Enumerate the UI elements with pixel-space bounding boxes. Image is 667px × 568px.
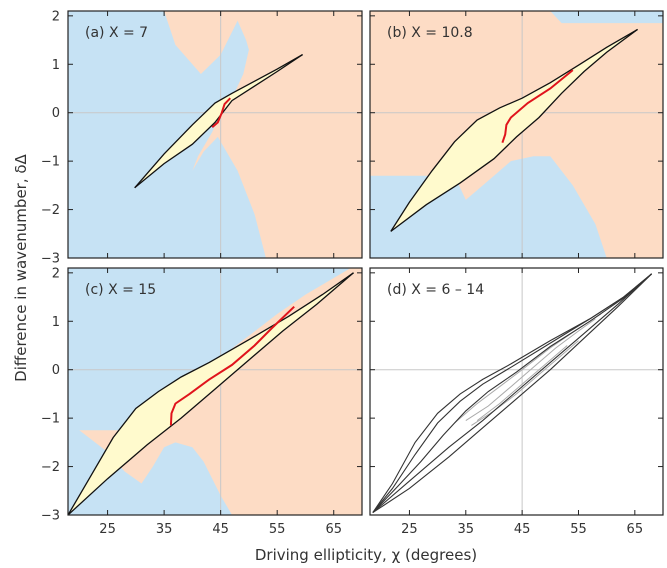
- x-tick-label: 45: [212, 522, 229, 537]
- x-tick-label: 25: [99, 522, 116, 537]
- red-curve: [211, 97, 232, 128]
- x-tick-label: 35: [156, 522, 173, 537]
- panel-plot-area: [68, 11, 362, 258]
- panel-frame: [67, 267, 363, 516]
- dark-curve: [372, 273, 653, 513]
- red-curve: [501, 69, 574, 144]
- panels: −3 −2 −1 0 1 2 (a) X = 7 (b) X = 10.8 25 35 45 55 65…: [41, 9, 664, 537]
- y-tick-label: −1: [41, 412, 60, 427]
- panel-plot-area: [370, 268, 663, 515]
- x-tick-label: 55: [269, 522, 286, 537]
- y-tick-label: 0: [52, 106, 60, 121]
- lower-boundary-curve: [390, 28, 638, 232]
- panel-label: (a) X = 7: [85, 25, 148, 41]
- x-tick-label: 45: [514, 522, 531, 537]
- panel-a: −3 −2 −1 0 1 2 (a) X = 7: [41, 9, 363, 267]
- lower-boundary-curve: [134, 54, 303, 189]
- dark-curve: [372, 273, 653, 513]
- panel-c: 25 35 45 55 65 −3 −2 −1 0 1 2 (c) X = 15: [41, 266, 363, 537]
- lower-boundary-curve: [68, 272, 354, 515]
- y-tick-label: −3: [41, 252, 60, 267]
- x-tick-label: 65: [325, 522, 342, 537]
- y-tick-label: 1: [52, 58, 60, 73]
- light-curve: [465, 318, 596, 422]
- dark-curve: [372, 273, 653, 514]
- panel-label: (d) X = 6 – 14: [387, 282, 484, 298]
- y-tick-label: −3: [41, 509, 60, 524]
- panel-frame: [67, 10, 363, 259]
- y-tick-label: 2: [52, 266, 60, 281]
- dark-curve: [372, 273, 653, 514]
- panel-frame: [369, 10, 664, 259]
- y-tick-label: 1: [52, 315, 60, 330]
- panel-label: (b) X = 10.8: [387, 25, 473, 41]
- light-curve: [471, 340, 579, 426]
- x-tick-label: 25: [401, 522, 418, 537]
- panel-plot-area: [68, 268, 362, 515]
- blue-region: [68, 11, 266, 258]
- bistable-region: [390, 29, 638, 232]
- y-axis-label: Difference in wavenumber, δΔ: [12, 153, 30, 381]
- upper-boundary-curve: [390, 28, 638, 232]
- panel-frame: [369, 267, 664, 516]
- panel-plot-area: [370, 11, 663, 258]
- panel-d: 25 35 45 55 65 (d) X = 6 – 14: [369, 267, 664, 537]
- light-curve: [476, 345, 568, 421]
- x-tick-label: 65: [627, 522, 644, 537]
- x-tick-label: 55: [570, 522, 587, 537]
- y-tick-label: −2: [41, 460, 60, 475]
- y-tick-label: 0: [52, 363, 60, 378]
- x-tick-label: 35: [458, 522, 475, 537]
- y-tick-label: 2: [52, 9, 60, 24]
- blue-region: [370, 11, 663, 258]
- panel-b: (b) X = 10.8: [369, 10, 664, 259]
- blue-region: [68, 268, 351, 515]
- panel-label: (c) X = 15: [85, 282, 156, 298]
- upper-boundary-curve: [134, 54, 303, 189]
- y-tick-label: −2: [41, 203, 60, 218]
- red-curve: [169, 305, 295, 426]
- upper-boundary-curve: [68, 272, 354, 515]
- x-axis-label: Driving ellipticity, χ (degrees): [255, 546, 477, 564]
- y-tick-label: −1: [41, 155, 60, 170]
